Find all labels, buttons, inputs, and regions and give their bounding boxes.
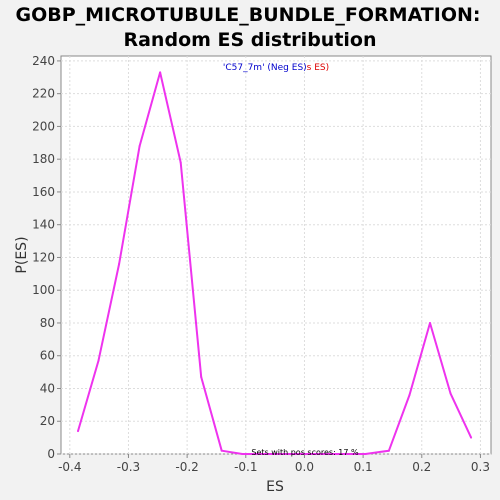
x-tick-label: 0.0: [295, 460, 314, 474]
x-tick-label: -0.3: [117, 460, 140, 474]
y-tick-label: 40: [40, 381, 55, 395]
y-tick-label: 160: [32, 185, 55, 199]
chart-title-line-1: GOBP_MICROTUBULE_BUNDLE_FORMATION:: [16, 4, 481, 26]
y-tick-label: 20: [40, 414, 55, 428]
data-point: [220, 449, 223, 452]
data-point: [449, 392, 452, 395]
y-tick-label: 60: [40, 349, 55, 363]
y-tick-label: 180: [32, 152, 55, 166]
x-tick-label: -0.1: [234, 460, 257, 474]
data-point: [97, 359, 100, 362]
x-tick-label: 0.3: [471, 460, 490, 474]
pos-scores-annotation: Sets with pos scores: 17 %: [251, 448, 359, 457]
axis-ticks: 0 20 40 60 80 100 120 140 160 180 200 220 240 -0.4 -0.…: [32, 54, 490, 474]
x-tick-label: -0.2: [175, 460, 198, 474]
data-point: [428, 321, 431, 324]
data-point: [408, 394, 411, 397]
data-point: [200, 376, 203, 379]
data-point: [470, 436, 473, 439]
series-layer: [77, 71, 473, 455]
x-axis-label: ES: [266, 479, 284, 495]
y-tick-label: 240: [32, 54, 55, 68]
chart-title-line-2: Random ES distribution: [123, 29, 376, 51]
data-point: [387, 449, 390, 452]
data-point: [77, 430, 80, 433]
data-point: [179, 161, 182, 164]
data-point: [118, 263, 121, 266]
data-point: [241, 453, 244, 455]
legend-text-neg: 'C57_7m' (Neg ES): [223, 63, 307, 73]
legend-text-pos: s ES): [307, 63, 329, 73]
y-tick-label: 80: [40, 316, 55, 330]
y-tick-label: 220: [32, 87, 55, 101]
data-point: [364, 453, 367, 455]
y-tick-label: 200: [32, 119, 55, 133]
y-tick-label: 0: [47, 447, 55, 461]
legend-entry: 'C57_7m' (Neg ES)s ES): [223, 63, 329, 73]
y-axis-label: P(ES): [14, 236, 30, 273]
y-tick-label: 100: [32, 283, 55, 297]
x-tick-label: 0.1: [354, 460, 373, 474]
data-point: [138, 145, 141, 148]
x-tick-label: -0.4: [58, 460, 81, 474]
data-point: [159, 71, 162, 74]
x-tick-label: 0.2: [412, 460, 431, 474]
y-tick-label: 120: [32, 250, 55, 264]
y-tick-label: 140: [32, 218, 55, 232]
plot-area: [60, 55, 492, 455]
